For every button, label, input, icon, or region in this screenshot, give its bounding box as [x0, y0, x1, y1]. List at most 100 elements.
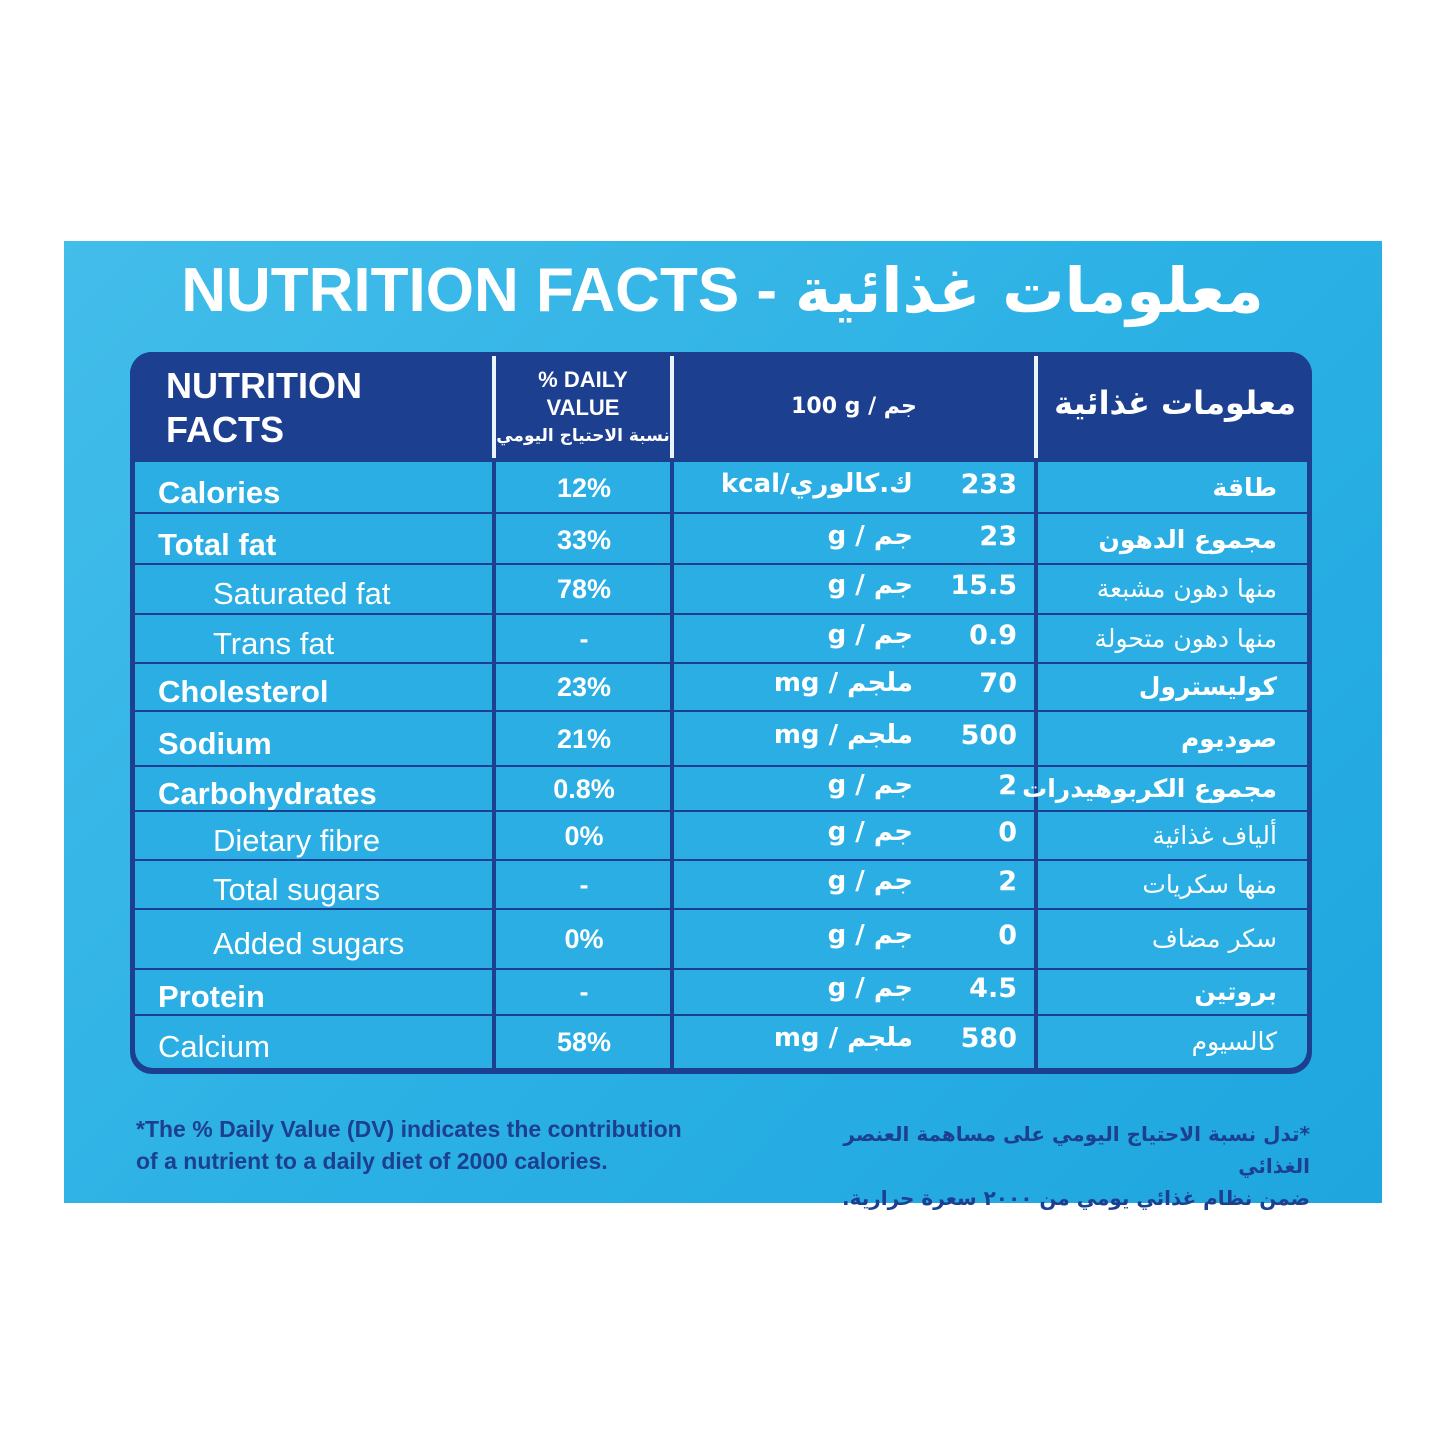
table-row: Calories 12% kcal/ك.كالوري 233 طاقة [135, 462, 1307, 512]
footnote-ar: *تدل نسبة الاحتياج اليومي على مساهمة الع… [780, 1118, 1310, 1214]
table-body: Calories 12% kcal/ك.كالوري 233 طاقة Total fat… [135, 462, 1307, 1068]
header-divider [670, 356, 674, 458]
footnote-en-line1: *The % Daily Value (DV) indicates the co… [136, 1116, 682, 1142]
table-row: Total sugars - g / جم 2 منها سكريات [135, 859, 1307, 908]
page-title: NUTRITION FACTS - معلومات غذائية [0, 256, 1445, 326]
amount-value: 70 [979, 668, 1017, 699]
row-divider [135, 968, 1307, 970]
table-row: Saturated fat 78% g / جم 15.5 منها دهون مشبع… [135, 563, 1307, 613]
nutrient-name-ar: بروتين [1194, 977, 1277, 1006]
nutrient-name-ar: منها دهون مشبعة [1096, 574, 1277, 603]
table-row: Calcium 58% mg / ملجم 580 كالسيوم [135, 1014, 1307, 1068]
nutrient-name-ar: صوديوم [1180, 724, 1277, 753]
nutrient-name: Carbohydrates [158, 776, 377, 811]
unit-label: g / جم [827, 570, 913, 600]
amount-value: 23 [979, 521, 1017, 552]
unit-label: g / جم [827, 770, 913, 800]
header-col-per-100g: 100 g / جم [791, 394, 917, 419]
nutrient-name: Sodium [158, 726, 272, 761]
nutrient-name-ar: سكر مضاف [1151, 924, 1277, 953]
nutrient-name: Protein [158, 979, 265, 1014]
nutrient-name: Calcium [158, 1029, 270, 1064]
footnote-ar-line1: *تدل نسبة الاحتياج اليومي على مساهمة الع… [843, 1122, 1310, 1178]
row-divider [135, 563, 1307, 565]
unit-label: kcal/ك.كالوري [720, 469, 913, 499]
footnote-en-line2: of a nutrient to a daily diet of 2000 ca… [136, 1148, 608, 1174]
unit-label: g / جم [827, 866, 913, 896]
daily-value: 23% [556, 672, 612, 702]
amount-value: 4.5 [969, 973, 1017, 1004]
unit-label: mg / ملجم [773, 1023, 913, 1053]
daily-value: 0% [564, 924, 604, 954]
daily-value: 0.8% [553, 774, 615, 804]
nutrient-name: Dietary fibre [213, 823, 381, 858]
amount-value: 2 [998, 866, 1017, 897]
header-col1-line2: FACTS [166, 409, 285, 450]
unit-label: mg / ملجم [773, 720, 913, 750]
nutrient-name-ar: طاقة [1212, 473, 1277, 502]
daily-value: - [579, 977, 589, 1007]
title-ar: معلومات غذائية [795, 254, 1264, 327]
amount-value: 0 [998, 920, 1017, 951]
header-col-arabic: معلومات غذائية [1054, 384, 1296, 422]
unit-label: g / جم [827, 817, 913, 847]
footnote-en: *The % Daily Value (DV) indicates the co… [136, 1113, 682, 1177]
nutrient-name-ar: ألياف غذائية [1152, 821, 1277, 850]
amount-value: 15.5 [950, 570, 1017, 601]
daily-value: 21% [556, 724, 612, 754]
nutrient-name-ar: مجموع الدهون [1098, 525, 1277, 554]
amount-value: 233 [960, 469, 1017, 500]
table-row: Trans fat - g / جم 0.9 منها دهون متحولة [135, 613, 1307, 662]
unit-label: g / جم [827, 920, 913, 950]
amount-value: 0 [998, 817, 1017, 848]
row-divider [135, 810, 1307, 812]
table-row: Sodium 21% mg / ملجم 500 صوديوم [135, 710, 1307, 765]
row-divider [135, 859, 1307, 861]
daily-value: - [579, 870, 589, 900]
nutrient-name: Added sugars [213, 926, 405, 961]
amount-value: 2 [998, 770, 1017, 801]
table-row: Total fat 33% g / جم 23 مجموع الدهون [135, 514, 1307, 563]
header-col1-line1: NUTRITION [166, 365, 362, 406]
row-divider [135, 1014, 1307, 1016]
header-col2-line2: VALUE [546, 395, 620, 420]
nutrient-name: Trans fat [213, 626, 335, 661]
table-row: Dietary fibre 0% g / جم 0 ألياف غذائية [135, 810, 1307, 859]
header-col2-ar: نسبة الاحتياج اليومي [496, 426, 670, 446]
nutrient-name-ar: كالسيوم [1191, 1027, 1277, 1056]
unit-label: mg / ملجم [773, 668, 913, 698]
nutrient-name: Total fat [158, 527, 277, 562]
unit-label: g / جم [827, 620, 913, 650]
table-header: NUTRITION FACTS % DAILY VALUE نسبة الاحت… [130, 352, 1312, 460]
nutrition-table: NUTRITION FACTS % DAILY VALUE نسبة الاحت… [130, 352, 1312, 1074]
amount-value: 0.9 [969, 620, 1017, 651]
daily-value: - [579, 624, 589, 654]
table-row: Protein - g / جم 4.5 بروتين [135, 968, 1307, 1014]
amount-value: 500 [960, 720, 1017, 751]
row-divider [135, 662, 1307, 664]
row-divider [135, 512, 1307, 514]
row-divider [135, 613, 1307, 615]
row-divider [135, 765, 1307, 767]
nutrient-name-ar: كوليسترول [1138, 672, 1277, 701]
nutrient-name-ar: منها دهون متحولة [1094, 624, 1277, 653]
daily-value: 58% [556, 1027, 612, 1057]
unit-label: g / جم [827, 973, 913, 1003]
row-divider [135, 710, 1307, 712]
daily-value: 78% [556, 574, 612, 604]
header-divider [492, 356, 496, 458]
header-col-daily-value: % DAILY VALUE نسبة الاحتياج اليومي [496, 366, 670, 450]
table-row: Carbohydrates 0.8% g / جم 2 مجموع الكربوهيدر… [135, 765, 1307, 810]
title-en: NUTRITION FACTS - [181, 256, 778, 325]
nutrient-name-ar: منها سكريات [1142, 870, 1277, 899]
table-row: Added sugars 0% g / جم 0 سكر مضاف [135, 908, 1307, 968]
amount-value: 580 [960, 1023, 1017, 1054]
daily-value: 0% [564, 821, 604, 851]
nutrient-name: Cholesterol [158, 674, 329, 709]
footnote-ar-line2: ضمن نظام غذائي يومي من ٢٠٠٠ سعرة حرارية. [842, 1186, 1310, 1210]
header-divider [1034, 356, 1038, 458]
header-col2-line1: % DAILY [538, 367, 628, 392]
table-row: Cholesterol 23% mg / ملجم 70 كوليسترول [135, 662, 1307, 710]
nutrient-name: Total sugars [213, 872, 381, 907]
daily-value: 12% [556, 473, 612, 503]
